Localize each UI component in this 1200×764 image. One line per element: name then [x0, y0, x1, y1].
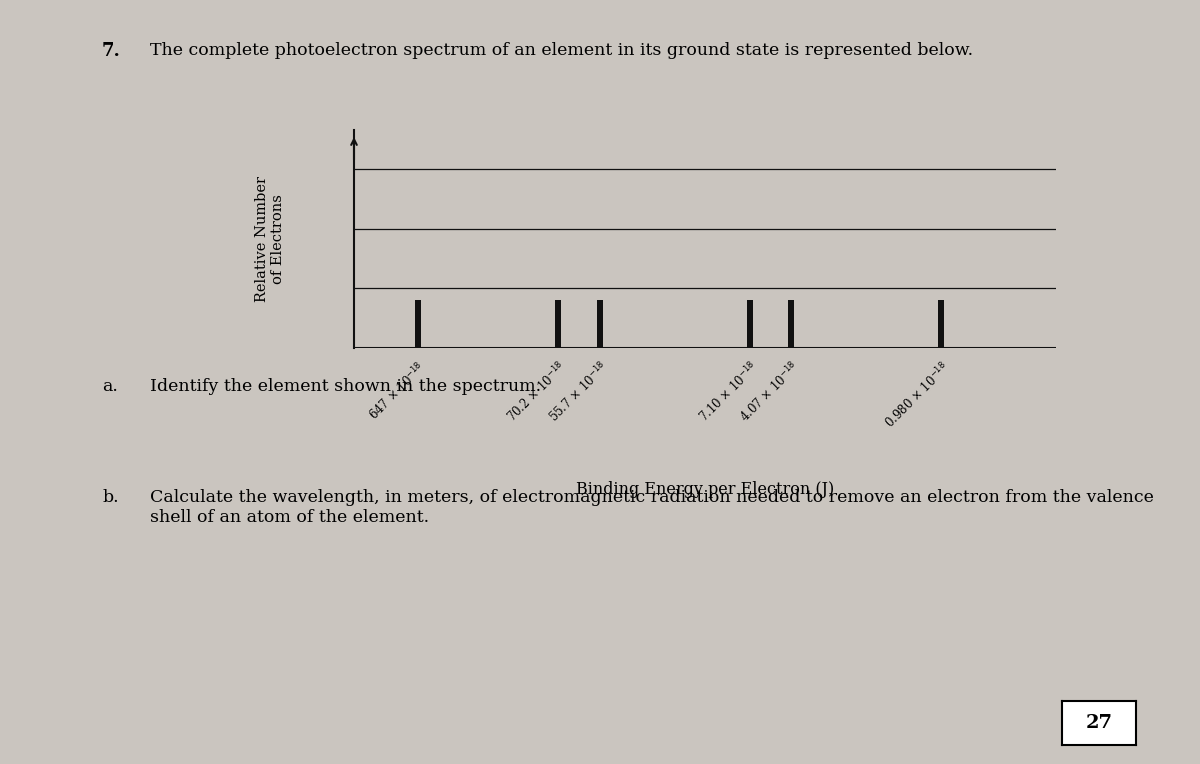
- Bar: [746, 300, 752, 348]
- Bar: [556, 300, 562, 348]
- Text: The complete photoelectron spectrum of an element in its ground state is represe: The complete photoelectron spectrum of a…: [150, 42, 973, 59]
- Bar: [788, 300, 794, 348]
- Text: 27: 27: [1086, 714, 1112, 732]
- Text: Relative Number
of Electrons: Relative Number of Electrons: [254, 176, 286, 302]
- Text: 55.7 × 10$^{-18}$: 55.7 × 10$^{-18}$: [545, 359, 612, 426]
- Text: 647 × 10$^{-18}$: 647 × 10$^{-18}$: [366, 359, 430, 422]
- Text: 0.980 × 10$^{-18}$: 0.980 × 10$^{-18}$: [881, 359, 953, 431]
- Text: Calculate the wavelength, in meters, of electromagnetic radiation needed to remo: Calculate the wavelength, in meters, of …: [150, 489, 1154, 526]
- Text: 7.10 × 10$^{-18}$: 7.10 × 10$^{-18}$: [695, 359, 762, 426]
- Text: a.: a.: [102, 378, 118, 395]
- Text: b.: b.: [102, 489, 119, 506]
- Bar: [415, 300, 421, 348]
- Text: 4.07 × 10$^{-18}$: 4.07 × 10$^{-18}$: [737, 359, 803, 426]
- Bar: [596, 300, 602, 348]
- Text: Identify the element shown in the spectrum.: Identify the element shown in the spectr…: [150, 378, 541, 395]
- Text: 70.2 × 10$^{-18}$: 70.2 × 10$^{-18}$: [504, 359, 570, 426]
- Text: 7.: 7.: [102, 42, 121, 60]
- Bar: [938, 300, 944, 348]
- Text: Binding Energy per Electron (J): Binding Energy per Electron (J): [576, 481, 834, 498]
